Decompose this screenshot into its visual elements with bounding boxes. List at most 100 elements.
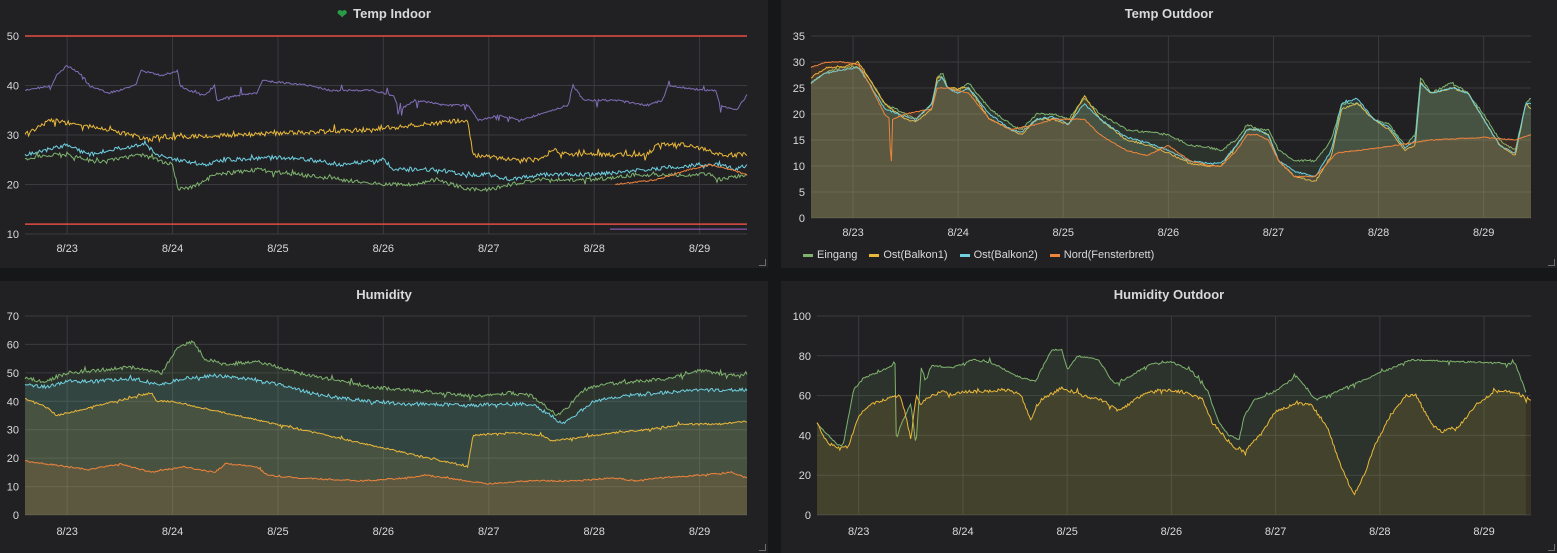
- y-tick-label: 5: [799, 187, 805, 199]
- x-tick-label: 8/26: [373, 526, 394, 538]
- x-tick-label: 8/24: [952, 526, 973, 538]
- x-tick-label: 8/23: [842, 227, 863, 239]
- y-tick-label: 10: [7, 229, 19, 241]
- series-line: [816, 348, 1527, 447]
- x-tick-label: 8/23: [56, 243, 77, 255]
- y-tick-label: 100: [793, 311, 811, 323]
- series-line: [24, 459, 748, 485]
- series-line: [24, 139, 748, 182]
- y-tick-label: 50: [7, 31, 19, 43]
- chart-temp-indoor[interactable]: 10 20 30 40 50 8/23 8/24 8/25 8/26 8/27 8/28 8/29: [0, 0, 768, 268]
- series-area: [25, 392, 747, 515]
- x-tick-label: 8/25: [267, 526, 288, 538]
- y-tick-label: 40: [799, 430, 811, 442]
- x-tick-label: 8/24: [162, 243, 183, 255]
- legend-item[interactable]: Eingang: [803, 249, 857, 261]
- panel-temp-indoor: ❤ Temp Indoor 10 20 30 40 50 8/23 8/24 8/25 8/26 8…: [0, 0, 768, 268]
- resize-handle[interactable]: [1548, 544, 1555, 551]
- y-tick-label: 0: [799, 213, 805, 225]
- series-line: [810, 60, 1532, 182]
- chart-temp-outdoor[interactable]: 0 5 10 15 20 25 30 35 8/23 8/24 8/25 8/26 8/27 8/28 8/…: [781, 0, 1557, 268]
- x-tick-label: 8/25: [1056, 526, 1077, 538]
- x-tick-label: 8/29: [1473, 526, 1494, 538]
- y-tick-label: 35: [793, 31, 805, 43]
- x-tick-label: 8/25: [267, 243, 288, 255]
- y-tick-label: 30: [7, 425, 19, 437]
- legend-label: Nord(Fensterbrett): [1063, 249, 1155, 261]
- legend-label: Eingang: [817, 249, 858, 261]
- panel-title[interactable]: Humidity: [356, 287, 412, 302]
- y-tick-label: 60: [799, 391, 811, 403]
- legend-label: Ost(Balkon1): [883, 249, 948, 261]
- panel-humidity: Humidity 0 10 20 30 40 50 60 70 8/23 8/24 8/25 8/26…: [0, 281, 768, 553]
- legend-item[interactable]: Nord(Fensterbrett): [1049, 249, 1155, 261]
- x-tick-label: 8/23: [848, 526, 869, 538]
- y-tick-label: 50: [7, 368, 19, 380]
- panel-humidity-outdoor: Humidity Outdoor 0 20 40 60 80 100 8/23 8/24 8/2…: [781, 281, 1557, 553]
- chart-humidity-outdoor[interactable]: 0 20 40 60 80 100 8/23 8/24 8/25 8/26 8/27 8/28 8/29: [781, 281, 1557, 553]
- series-area: [811, 61, 1531, 219]
- y-tick-label: 40: [7, 81, 19, 93]
- panel-title-text: Temp Indoor: [353, 6, 431, 21]
- x-tick-label: 8/24: [947, 227, 968, 239]
- x-tick-label: 8/27: [1265, 526, 1286, 538]
- panel-title[interactable]: Temp Outdoor: [1124, 6, 1214, 21]
- x-tick-label: 8/29: [1473, 227, 1494, 239]
- legend-item[interactable]: Ost(Balkon2): [959, 249, 1038, 261]
- legend-swatch: [1049, 253, 1060, 257]
- x-tick-label: 8/27: [478, 243, 499, 255]
- y-tick-label: 40: [7, 396, 19, 408]
- y-tick-label: 20: [7, 453, 19, 465]
- series-line: [24, 117, 748, 165]
- series-area: [25, 374, 747, 515]
- y-tick-label: 15: [793, 135, 805, 147]
- series-line: [24, 373, 748, 425]
- series-line: [25, 64, 748, 123]
- x-tick-label: 8/26: [1161, 526, 1182, 538]
- series-area: [811, 66, 1531, 218]
- panel-title[interactable]: ❤ Temp Indoor: [0, 6, 768, 21]
- chart-humidity[interactable]: 0 10 20 30 40 50 60 70 8/23 8/24 8/25 8/26 8/27 8/28 8…: [0, 281, 768, 553]
- y-tick-label: 30: [7, 130, 19, 142]
- x-tick-label: 8/28: [1368, 227, 1389, 239]
- legend-swatch: [869, 253, 880, 257]
- series-area: [811, 67, 1531, 218]
- heart-icon: ❤: [337, 7, 348, 21]
- y-tick-label: 70: [7, 311, 19, 323]
- series-line: [810, 61, 1532, 178]
- y-tick-label: 20: [793, 109, 805, 121]
- x-tick-label: 8/26: [373, 243, 394, 255]
- panel-title[interactable]: Humidity Outdoor: [1113, 287, 1225, 302]
- y-tick-label: 25: [793, 83, 805, 95]
- series-line: [24, 392, 748, 469]
- x-tick-label: 8/28: [1369, 526, 1390, 538]
- x-tick-label: 8/29: [689, 243, 710, 255]
- x-tick-label: 8/26: [1158, 227, 1179, 239]
- series-line: [816, 386, 1532, 496]
- series-area: [811, 61, 1531, 218]
- x-tick-label: 8/29: [689, 526, 710, 538]
- resize-handle[interactable]: [759, 259, 766, 266]
- y-tick-label: 80: [799, 351, 811, 363]
- resize-handle[interactable]: [759, 544, 766, 551]
- x-tick-label: 8/28: [583, 243, 604, 255]
- resize-handle[interactable]: [1548, 259, 1555, 266]
- x-tick-label: 8/27: [478, 526, 499, 538]
- series-line: [810, 66, 1532, 177]
- y-tick-label: 0: [805, 510, 811, 522]
- x-tick-label: 8/23: [56, 526, 77, 538]
- y-tick-label: 10: [7, 482, 19, 494]
- series-line: [615, 163, 748, 186]
- y-tick-label: 20: [799, 470, 811, 482]
- x-tick-label: 8/28: [583, 526, 604, 538]
- legend-label: Ost(Balkon2): [973, 249, 1038, 261]
- panel-temp-outdoor: Temp Outdoor 0 5 10 15 20 25 30 35 8/23 8/24 8/25 8…: [781, 0, 1557, 268]
- series-area: [817, 387, 1531, 515]
- x-tick-label: 8/27: [1263, 227, 1284, 239]
- legend-item[interactable]: Ost(Balkon1): [869, 249, 948, 261]
- legend-swatch: [803, 253, 813, 257]
- y-tick-label: 20: [7, 180, 19, 192]
- y-tick-label: 10: [793, 161, 805, 173]
- series-line: [24, 340, 748, 416]
- y-tick-label: 60: [7, 339, 19, 351]
